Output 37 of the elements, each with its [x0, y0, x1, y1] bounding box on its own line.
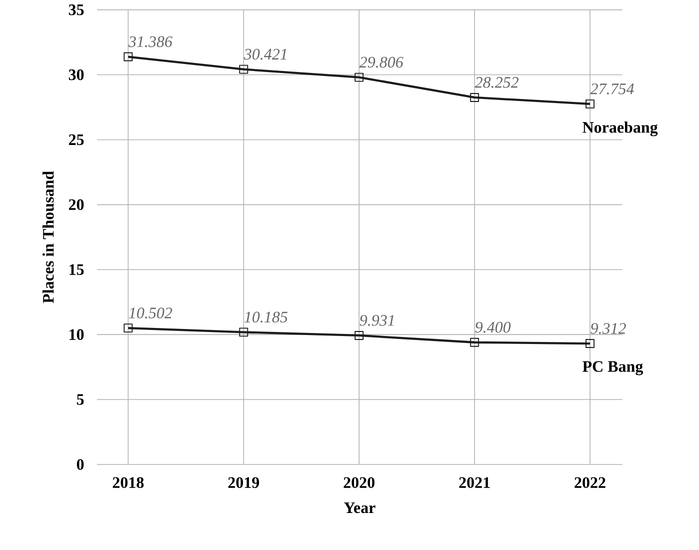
- point: [124, 52, 133, 61]
- y-tick-label: 20: [68, 199, 84, 210]
- point: [239, 64, 248, 74]
- series-label: Noraebang: [582, 121, 658, 136]
- y-tick-label: 30: [68, 69, 84, 80]
- data-label: 9.312: [590, 322, 626, 334]
- x-tick-label: 2019: [228, 476, 260, 488]
- point: [586, 99, 594, 108]
- y-tick-label: 35: [68, 4, 84, 15]
- y-tick-label: 5: [76, 394, 84, 405]
- point: [470, 92, 480, 102]
- point: [586, 338, 594, 348]
- point: [124, 323, 133, 332]
- point: [239, 327, 248, 336]
- data-label: 28.252: [474, 76, 518, 88]
- y-tick-label: 15: [70, 264, 84, 275]
- data-label: 31.386: [128, 36, 172, 47]
- x-tick-label: 2022: [574, 476, 606, 488]
- x-tick-label: 2021: [459, 476, 490, 488]
- data-label: 30.421: [244, 48, 286, 60]
- data-label: 10.185: [244, 311, 288, 322]
- y-tick-label: 25: [68, 134, 84, 145]
- data-label: 10.502: [129, 307, 172, 318]
- x-tick-label: 2018: [112, 476, 144, 488]
- y-tick-label: 10: [70, 328, 84, 340]
- data-label: 27.754: [590, 83, 634, 94]
- x-tick-label: 2020: [344, 476, 374, 488]
- x-axis-title: Year: [344, 502, 376, 513]
- point: [354, 330, 364, 340]
- y-axis-title: Places in Thousand: [42, 170, 54, 303]
- data-label: 9.931: [360, 314, 394, 326]
- point: [470, 338, 480, 347]
- data-label: 9.400: [475, 322, 511, 333]
- point: [354, 72, 364, 82]
- y-tick-label: 0: [76, 458, 84, 470]
- series-label: PC Bang: [582, 360, 644, 376]
- data-label: 29.806: [359, 56, 404, 68]
